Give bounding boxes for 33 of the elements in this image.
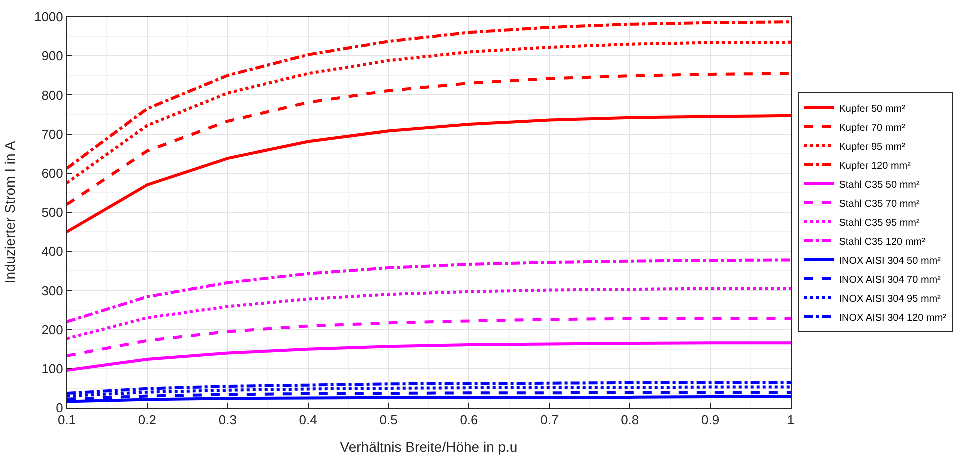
legend-label: INOX AISI 304 120 mm² [839,312,948,324]
legend-label: Kupfer 120 mm² [839,160,912,172]
y-tick-label: 500 [42,205,64,220]
legend-label: Kupfer 70 mm² [839,122,906,134]
x-tick-label: 0.4 [299,412,318,428]
y-tick-label: 100 [42,361,64,376]
x-tick-label: 1 [787,412,795,428]
legend-label: INOX AISI 304 70 mm² [839,274,942,286]
x-tick-label: 0.2 [138,412,156,428]
y-tick-label: 300 [42,283,64,298]
legend-label: Kupfer 50 mm² [839,104,906,115]
legend-label: Kupfer 95 mm² [839,142,906,153]
y-tick-label: 700 [42,126,64,142]
x-tick-label: 0.9 [702,412,720,428]
y-tick-label: 600 [42,166,64,181]
legend-label: Stahl C35 50 mm² [839,180,920,191]
x-axis-title: Verhältnis Breite/Höhe in p.u [340,438,518,455]
x-tick-label: 0.8 [621,412,640,428]
x-tick-label: 0.7 [540,412,559,428]
y-axis-title: Induzierter Strom I in A [2,140,18,284]
x-tick-label: 0.5 [380,412,398,428]
legend-label: Stahl C35 95 mm² [839,218,920,229]
y-tick-label: 900 [42,48,64,64]
x-tick-label: 0.3 [218,412,237,428]
legend-label: INOX AISI 304 95 mm² [839,294,942,305]
legend-label: Stahl C35 120 mm² [839,236,926,248]
y-tick-label: 400 [42,244,64,260]
y-tick-label: 1000 [34,10,64,25]
y-tick-label: 800 [42,88,64,103]
x-tick-label: 0.6 [460,412,478,428]
y-tick-label: 200 [42,322,64,338]
legend-label: Stahl C35 70 mm² [839,198,920,210]
legend-label: INOX AISI 304 50 mm² [839,256,942,267]
